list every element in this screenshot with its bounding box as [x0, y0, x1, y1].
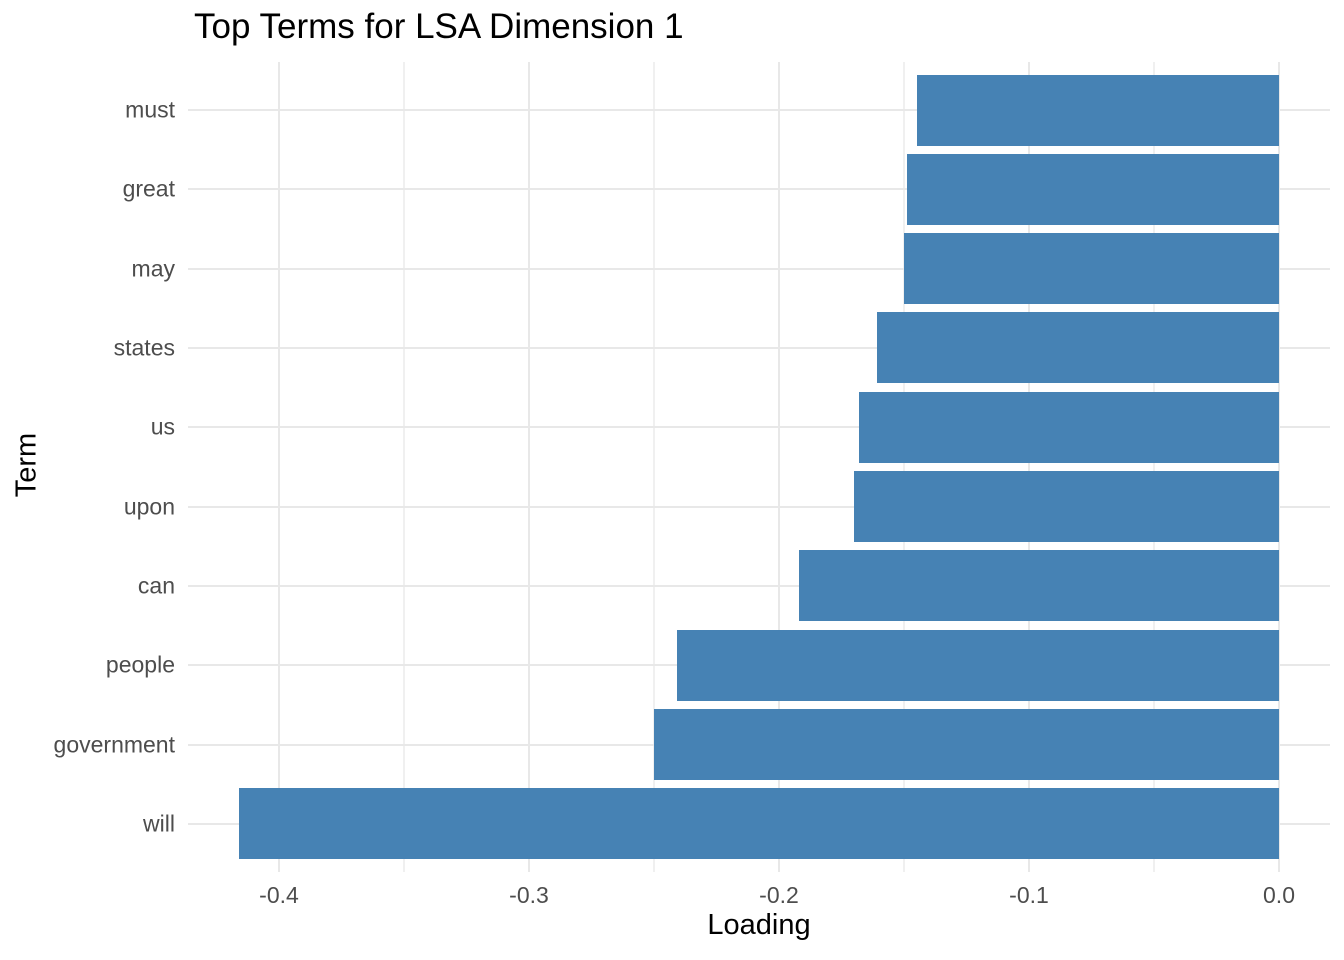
y-tick-label-people: people [105, 651, 175, 678]
y-tick-label-government: government [53, 731, 175, 758]
gridline-minor-v [1153, 62, 1155, 872]
x-tick-label--0.4: -0.4 [259, 882, 299, 908]
y-tick-label-will: will [143, 810, 175, 837]
y-tick-label-states: states [113, 334, 175, 361]
gridline-major-v [1028, 62, 1030, 872]
y-axis-tick-labels: must great may states us upon can people governm… [0, 62, 175, 872]
bar-us [859, 391, 1279, 463]
gridline-major-h [188, 109, 1330, 111]
gridline-major-v [278, 62, 280, 872]
gridline-major-v [1278, 62, 1280, 872]
gridline-major-v [528, 62, 530, 872]
gridline-major-h [188, 426, 1330, 429]
gridline-minor-v [903, 62, 905, 872]
gridline-major-h [188, 188, 1330, 191]
bar-may [904, 233, 1279, 305]
bar-states [876, 312, 1279, 384]
bar-people [676, 629, 1279, 701]
x-tick-label--0.3: -0.3 [509, 882, 549, 908]
y-axis-title: Term [10, 432, 43, 498]
x-tick-label-0.0: 0.0 [1263, 882, 1295, 908]
plot-title: Top Terms for LSA Dimension 1 [194, 7, 684, 46]
x-tick-label--0.1: -0.1 [1009, 882, 1049, 908]
gridline-major-h [188, 267, 1330, 270]
bar-must [916, 74, 1279, 146]
gridline-minor-v [653, 62, 655, 872]
y-tick-label-can: can [137, 572, 175, 599]
y-tick-label-us: us [150, 413, 175, 440]
bar-great [906, 153, 1279, 225]
y-tick-label-great: great [122, 175, 175, 202]
bar-can [799, 550, 1279, 622]
gridline-major-h [188, 346, 1330, 349]
x-tick-label--0.2: -0.2 [759, 882, 799, 908]
y-tick-label-upon: upon [123, 493, 175, 520]
plot-panel [188, 62, 1330, 872]
gridline-major-h [188, 584, 1330, 587]
y-tick-label-must: must [125, 96, 175, 123]
gridline-major-v [778, 62, 780, 872]
bar-government [654, 709, 1279, 781]
gridline-minor-v [403, 62, 405, 872]
bar-upon [854, 471, 1279, 543]
gridline-major-h [188, 505, 1330, 508]
y-tick-label-may: may [131, 255, 175, 282]
bar-will [239, 788, 1279, 860]
x-axis-title: Loading [707, 909, 811, 941]
